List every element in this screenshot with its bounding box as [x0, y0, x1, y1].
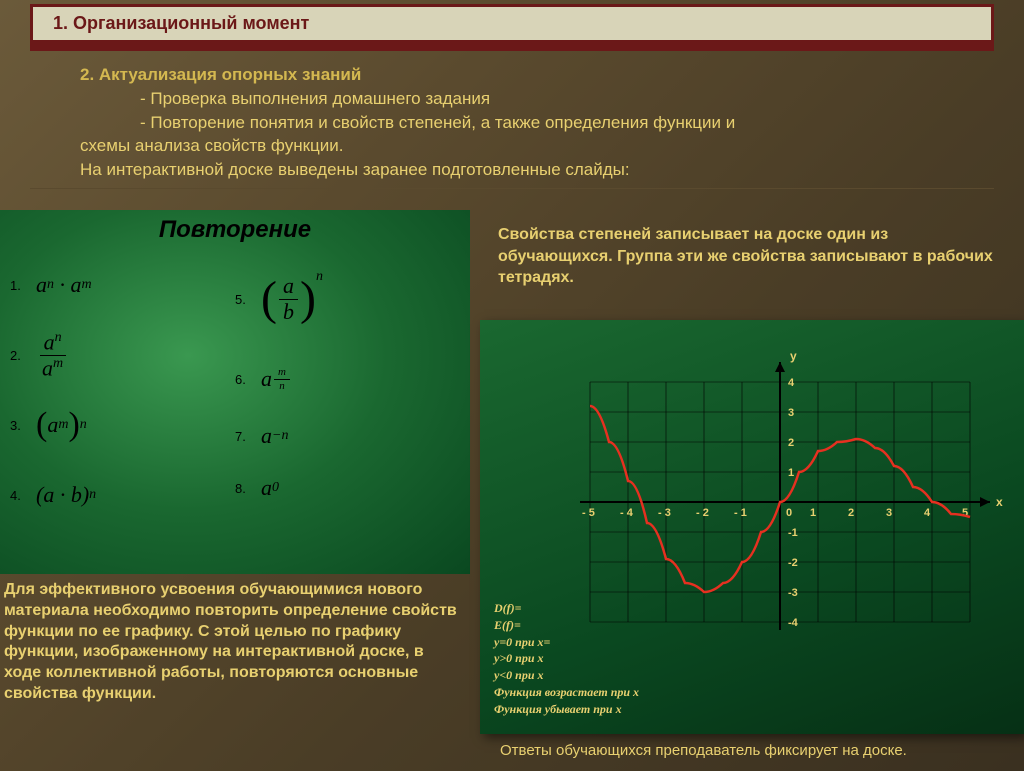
svg-text:y: y: [790, 349, 797, 363]
section2-block: 2. Актуализация опорных знаний - Проверк…: [80, 63, 994, 182]
formula-num-5: 5.: [235, 292, 261, 307]
svg-text:- 4: - 4: [620, 507, 634, 519]
svg-text:- 5: - 5: [582, 507, 595, 519]
section2-line4: На интерактивной доске выведены заранее …: [80, 158, 994, 182]
svg-text:-4: -4: [788, 617, 799, 629]
svg-text:1: 1: [788, 467, 794, 479]
formula-grid: 1. an · am 2. anam 3. (am)n 4. (a · b)n: [10, 254, 460, 534]
section2-line3: схемы анализа свойств функции.: [80, 134, 994, 158]
svg-text:3: 3: [788, 407, 794, 419]
formula-num-6: 6.: [235, 372, 261, 387]
repetition-title: Повторение: [10, 216, 460, 244]
formula-2: anam: [36, 330, 69, 380]
section2-line1: - Проверка выполнения домашнего задания: [140, 87, 994, 111]
formula-num-4: 4.: [10, 488, 36, 503]
divider: [30, 188, 994, 189]
chart-panel: - 5- 4- 3- 2- 1012345-4-3-2-11234xy D(f)…: [480, 320, 1024, 734]
bottom-right-text: Ответы обучающихся преподаватель фиксиру…: [500, 742, 907, 759]
bottom-left-text: Для эффективного усвоения обучающимися н…: [4, 580, 464, 705]
formula-7: a−n: [261, 423, 288, 449]
formula-6: amn: [261, 366, 292, 392]
svg-text:1: 1: [810, 507, 816, 519]
svg-text:4: 4: [924, 507, 931, 519]
formula-num-1: 1.: [10, 278, 36, 293]
svg-text:2: 2: [788, 437, 794, 449]
formula-col-right: 5. (ab)n 6. amn 7. a−n 8. a0: [235, 254, 460, 534]
formula-num-3: 3.: [10, 418, 36, 433]
header-title: 1. Организационный момент: [53, 13, 309, 33]
svg-text:- 3: - 3: [658, 507, 671, 519]
chart-legend: D(f)=E(f)=y=0 при x=y>0 при xy<0 при xФу…: [494, 600, 639, 718]
repetition-panel: Повторение 1. an · am 2. anam 3. (am)n 4…: [0, 210, 470, 574]
svg-text:-3: -3: [788, 587, 798, 599]
svg-text:-1: -1: [788, 527, 798, 539]
svg-text:3: 3: [886, 507, 892, 519]
formula-4: (a · b)n: [36, 482, 96, 508]
formula-num-2: 2.: [10, 348, 36, 363]
formula-col-left: 1. an · am 2. anam 3. (am)n 4. (a · b)n: [10, 254, 235, 534]
section2-heading: 2. Актуализация опорных знаний: [80, 63, 994, 87]
svg-text:2: 2: [848, 507, 854, 519]
svg-text:-2: -2: [788, 557, 798, 569]
formula-8: a0: [261, 475, 279, 501]
right-note: Свойства степеней записывает на доске од…: [498, 224, 998, 289]
formula-num-8: 8.: [235, 481, 261, 496]
svg-text:0: 0: [786, 507, 792, 519]
section2-line2: - Повторение понятия и свойств степеней,…: [140, 111, 994, 135]
header-underline: [30, 43, 994, 51]
svg-text:x: x: [996, 495, 1003, 509]
svg-text:- 1: - 1: [734, 507, 747, 519]
formula-3: (am)n: [36, 411, 87, 438]
formula-num-7: 7.: [235, 429, 261, 444]
svg-text:- 2: - 2: [696, 507, 709, 519]
svg-text:4: 4: [788, 377, 795, 389]
header-bar: 1. Организационный момент: [30, 4, 994, 43]
formula-5: (ab)n: [261, 274, 323, 323]
formula-1: an · am: [36, 272, 92, 298]
